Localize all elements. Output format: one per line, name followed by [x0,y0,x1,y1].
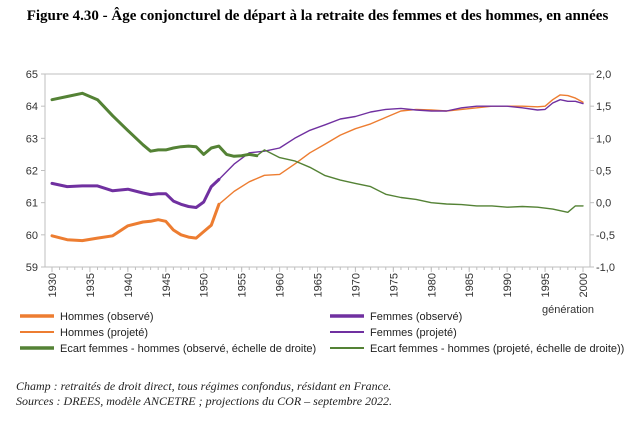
note-sources: Sources : DREES, modèle ANCETRE ; projec… [16,394,393,408]
series-lines [50,91,584,243]
legend-label: Femmes (projeté) [370,327,457,339]
legend-label: Hommes (observé) [60,311,154,323]
left-tick-label: 64 [26,101,38,113]
legend-label: Ecart femmes - hommes (projeté, échelle … [370,343,624,355]
x-tick-label: 1985 [464,273,476,297]
series-line [218,98,584,181]
series-line [50,202,221,243]
x-tick-label: 1970 [350,273,362,297]
left-tick-label: 59 [26,262,38,274]
series-line [218,94,584,206]
x-tick-label: 1935 [85,273,97,297]
x-tick-label: 1930 [47,273,59,297]
x-tick-label: 1980 [426,273,438,297]
x-tick-label: 1955 [237,273,249,297]
legend: Hommes (observé) Femmes (observé) Hommes (… [20,311,624,355]
x-tick-label: 1990 [502,273,514,297]
x-tick-label: 2000 [578,273,590,297]
note-champ: Champ : retraités de droit direct, tous … [16,379,392,393]
left-tick-label: 62 [26,166,38,178]
right-tick-label: 2,0 [596,69,611,81]
x-tick-label: 1975 [388,273,400,297]
notes: Champ : retraités de droit direct, tous … [16,379,616,409]
series-line [50,178,221,209]
x-tick-label: 1960 [275,273,287,297]
right-tick-label: -1,0 [596,262,615,274]
x-axis-label: génération [542,304,594,316]
right-tick-label: 1,5 [596,101,611,113]
left-tick-label: 61 [26,198,38,210]
left-tick-label: 63 [26,133,38,145]
axes: 59 60 61 62 63 64 65 -1,0 -0,5 0,0 0,5 1,0 1,5 2,0 193… [26,69,615,316]
x-tick-label: 1950 [199,273,211,297]
legend-label: Femmes (observé) [370,311,462,323]
right-tick-label: 1,0 [596,133,611,145]
legend-label: Hommes (projeté) [60,327,148,339]
left-tick-label: 65 [26,69,38,81]
legend-label: Ecart femmes - hommes (observé, échelle … [60,343,316,355]
right-tick-label: -0,5 [596,230,615,242]
chart-title: Figure 4.30 - Âge conjoncturel de départ… [26,8,609,24]
left-tick-label: 60 [26,230,38,242]
plot-frame [44,73,591,268]
series-line [256,149,584,214]
series-line [50,91,259,158]
x-tick-label: 1945 [161,273,173,297]
x-tick-label: 1940 [123,273,135,297]
x-tick-label: 1995 [540,273,552,297]
right-tick-label: 0,5 [596,166,611,178]
x-tick-label: 1965 [313,273,325,297]
right-tick-label: 0,0 [596,198,611,210]
